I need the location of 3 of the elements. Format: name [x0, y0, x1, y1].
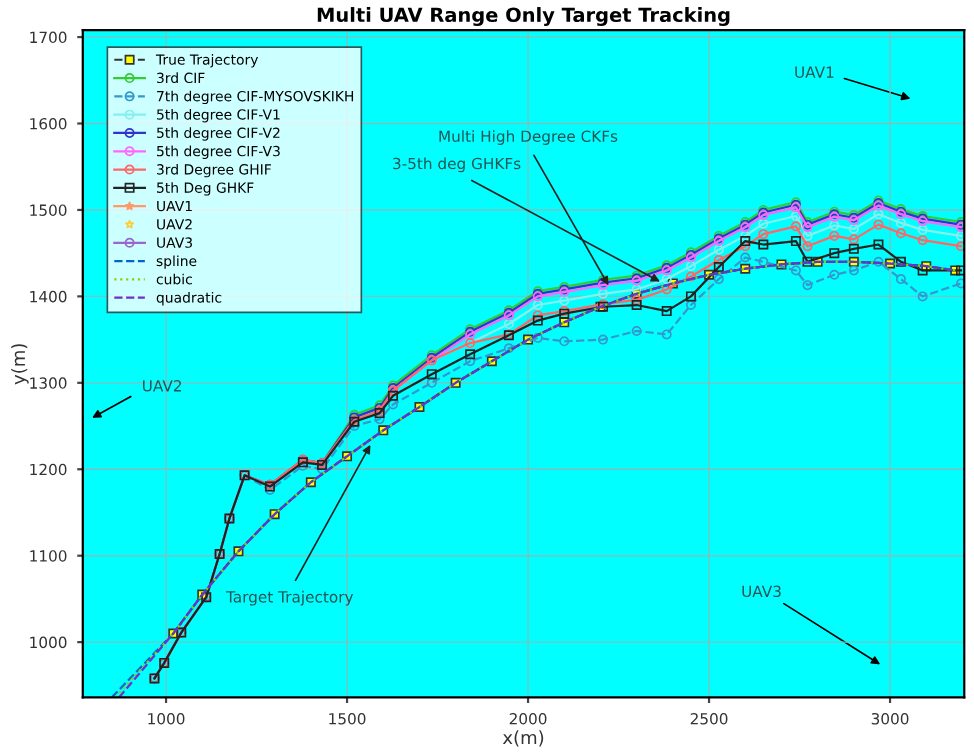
chart-title: Multi UAV Range Only Target Tracking	[317, 7, 730, 27]
x-axis-title: x(m)	[502, 730, 544, 747]
y-axis-title: y(m)	[11, 344, 29, 385]
